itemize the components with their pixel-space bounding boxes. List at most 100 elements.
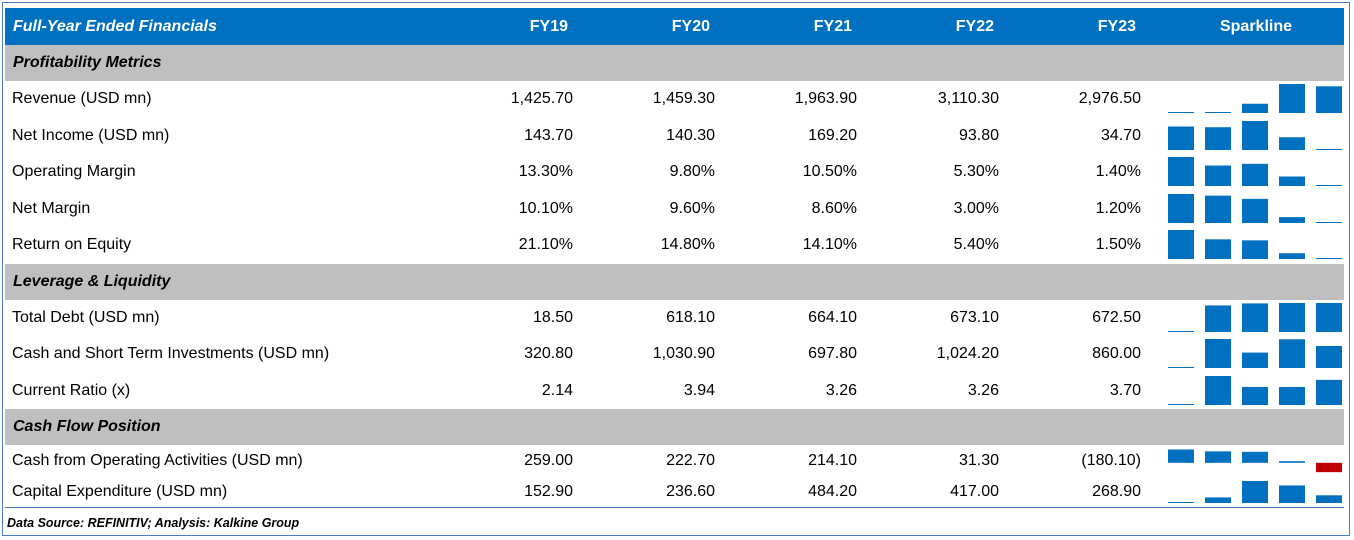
sparkline-bar <box>1205 195 1231 223</box>
row-value-fy22: 3.00% <box>953 200 999 217</box>
sparkline-bar <box>1316 345 1342 368</box>
row-value-fy22: 3.26 <box>967 382 999 399</box>
sparkline-bar <box>1242 121 1268 150</box>
row-value-fy22: 5.30% <box>953 163 999 180</box>
row-value-fy19: 259.00 <box>524 451 573 469</box>
data-source-footnote: Data Source: REFINITIV; Analysis: Kalkin… <box>7 516 300 530</box>
sparkline-bar <box>1168 112 1194 113</box>
bottom-rule <box>5 507 1344 508</box>
year-header-fy22: FY22 <box>955 18 994 35</box>
table-row: Cash and Short Term Investments (USD mn)… <box>5 336 1344 372</box>
sparkline-bar <box>1205 497 1231 503</box>
row-value-fy19: 10.10% <box>518 200 573 217</box>
row-label: Revenue (USD mn) <box>12 90 152 107</box>
section-header: Cash Flow Position <box>5 409 1344 445</box>
sparkline-bar <box>1279 137 1305 150</box>
sparkline-bar <box>1316 495 1342 503</box>
sparkline <box>1168 121 1342 150</box>
sparkline-bar <box>1316 379 1342 405</box>
row-value-fy21: 214.10 <box>808 451 857 469</box>
row-value-fy21: 484.20 <box>808 482 857 500</box>
row-value-fy20: 236.60 <box>666 482 715 500</box>
table-row: Cash from Operating Activities (USD mn) 2… <box>5 445 1344 478</box>
row-value-fy20: 1,030.90 <box>652 345 715 362</box>
row-value-fy19: 320.80 <box>524 345 573 362</box>
row-label: Net Income (USD mn) <box>12 127 170 144</box>
sparkline-bar <box>1242 240 1268 259</box>
sparkline-bar <box>1205 127 1231 150</box>
row-value-fy21: 3.26 <box>825 382 857 399</box>
sparkline-bar <box>1242 163 1268 186</box>
sparkline-bar <box>1168 230 1194 259</box>
row-value-fy21: 14.10% <box>802 236 857 253</box>
sparkline-bar <box>1242 481 1268 503</box>
row-label: Net Margin <box>12 200 91 217</box>
sparkline-bar <box>1316 222 1342 223</box>
row-value-fy23: 1.50% <box>1095 236 1141 253</box>
table-row: Revenue (USD mn) 1,425.70 1,459.30 1,963.90… <box>5 81 1344 117</box>
year-header-fy21: FY21 <box>813 18 852 35</box>
year-header-fy20: FY20 <box>671 18 710 35</box>
sparkline <box>1168 84 1342 113</box>
sparkline-bar <box>1316 258 1342 259</box>
sparkline-bar <box>1279 176 1305 186</box>
row-value-fy19: 18.50 <box>532 309 573 326</box>
section-title: Profitability Metrics <box>13 54 162 71</box>
row-value-fy20: 9.60% <box>669 200 715 217</box>
row-label: Capital Expenditure (USD mn) <box>12 482 228 500</box>
sparkline-bar <box>1168 449 1194 463</box>
year-header-fy19: FY19 <box>529 18 568 35</box>
row-value-fy20: 618.10 <box>666 309 715 326</box>
table-header: Full-Year Ended Financials FY19 FY20 FY2… <box>5 8 1344 45</box>
sparkline-bar <box>1316 303 1342 332</box>
sparkline-bar <box>1279 84 1305 113</box>
sparkline <box>1168 157 1342 186</box>
sparkline-bar <box>1279 485 1305 503</box>
sparkline-bar <box>1168 194 1194 223</box>
sparkline-bar <box>1205 239 1231 259</box>
row-value-fy23: 268.90 <box>1092 482 1141 500</box>
sparkline <box>1168 339 1342 368</box>
sparkline <box>1168 194 1342 223</box>
section-header: Profitability Metrics <box>5 45 1344 81</box>
row-value-fy22: 31.30 <box>958 451 999 469</box>
row-value-fy19: 13.30% <box>518 163 573 180</box>
sparkline-bar <box>1168 367 1194 368</box>
sparkline-bar <box>1205 305 1231 332</box>
sparkline-bar <box>1316 462 1342 473</box>
row-value-fy19: 152.90 <box>524 482 573 500</box>
sparkline-bar <box>1205 376 1231 405</box>
table-row: Net Income (USD mn) 143.70 140.30 169.20 93.… <box>5 118 1344 154</box>
row-value-fy20: 3.94 <box>683 382 715 399</box>
sparkline <box>1168 303 1342 332</box>
row-value-fy19: 2.14 <box>541 382 573 399</box>
sparkline-bar <box>1205 112 1231 113</box>
sparkline-bar <box>1205 339 1231 368</box>
row-label: Operating Margin <box>12 163 136 180</box>
row-value-fy21: 10.50% <box>802 163 857 180</box>
row-label: Cash from Operating Activities (USD mn) <box>12 451 303 469</box>
row-value-fy22: 93.80 <box>958 127 999 144</box>
sparkline-bar <box>1168 126 1194 150</box>
row-value-fy23: 2,976.50 <box>1078 90 1141 107</box>
row-value-fy23: 3.70 <box>1109 382 1141 399</box>
sparkline-bar <box>1242 103 1268 113</box>
row-value-fy22: 1,024.20 <box>936 345 999 362</box>
row-value-fy22: 3,110.30 <box>937 90 999 107</box>
row-value-fy23: (180.10) <box>1081 451 1141 469</box>
row-value-fy21: 697.80 <box>808 345 857 362</box>
sparkline-bar <box>1205 451 1231 463</box>
row-value-fy20: 1,459.30 <box>652 90 715 107</box>
row-label: Total Debt (USD mn) <box>12 309 160 326</box>
sparkline-bar <box>1168 404 1194 405</box>
sparkline-bar <box>1279 339 1305 368</box>
table-row: Net Margin 10.10% 9.60% 8.60% 3.00% 1.20% <box>5 191 1344 227</box>
sparkline <box>1168 481 1342 503</box>
sparkline-bar <box>1316 149 1342 150</box>
table-row: Capital Expenditure (USD mn) 152.90 236.60… <box>5 478 1344 507</box>
sparkline-bar <box>1279 303 1305 332</box>
sparkline-bar <box>1316 185 1342 186</box>
row-value-fy19: 1,425.70 <box>510 90 573 107</box>
row-label: Current Ratio (x) <box>12 382 131 399</box>
row-value-fy19: 143.70 <box>524 127 573 144</box>
